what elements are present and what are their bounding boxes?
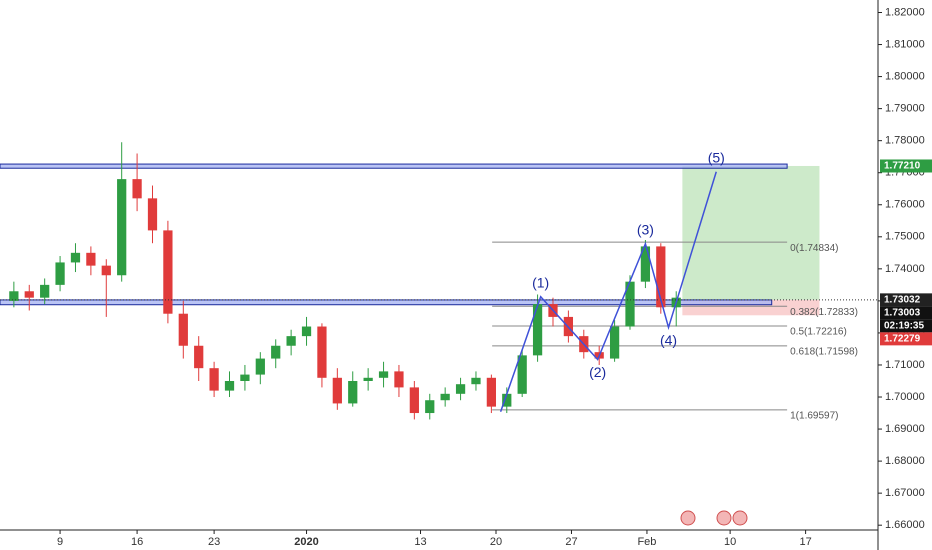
x-tick-label: 20 (490, 536, 502, 548)
candle-body (425, 400, 435, 414)
candle-body (455, 384, 466, 394)
candle-body (40, 284, 50, 298)
candle-body (440, 393, 450, 401)
candle-body (224, 380, 235, 391)
price-label: 1.77210 (884, 161, 921, 172)
candle-body (24, 291, 34, 298)
candle-body (255, 358, 265, 375)
candle-body (409, 387, 419, 414)
wave-label: (1) (532, 274, 549, 290)
candle-body (101, 265, 111, 276)
candle-body (286, 336, 296, 346)
candle-body (317, 326, 327, 378)
candle-body (194, 345, 204, 369)
fib-label: 0.382(1.72833) (790, 307, 858, 318)
y-tick-label: 1.68000 (885, 455, 925, 467)
price-label-bg (880, 159, 932, 173)
x-tick-label: 13 (414, 536, 426, 548)
candle-body (363, 377, 373, 381)
candle-body (394, 371, 404, 388)
y-tick-label: 1.81000 (885, 38, 925, 50)
target-zone (682, 165, 820, 300)
x-tick-label: 27 (565, 536, 577, 548)
price-label: 1.73032 (884, 295, 921, 306)
candle-body (301, 326, 312, 337)
candle-body (147, 198, 158, 231)
candle-body (209, 368, 219, 391)
y-tick-label: 1.76000 (885, 199, 925, 211)
candle-body (532, 304, 543, 356)
y-tick-label: 1.79000 (885, 103, 925, 115)
candle-body (332, 377, 342, 404)
candle-body (609, 326, 620, 359)
event-badge (680, 510, 696, 526)
wave-label: (5) (708, 149, 725, 165)
y-tick-label: 1.66000 (885, 519, 925, 531)
wave-label: (3) (637, 222, 654, 238)
candle-body (240, 374, 250, 381)
countdown: 02:19:35 (884, 321, 924, 332)
candle-body (471, 377, 481, 385)
y-tick-label: 1.80000 (885, 70, 925, 82)
wave-label: (2) (589, 364, 606, 380)
price-label: 1.72279 (884, 334, 921, 345)
y-tick-label: 1.78000 (885, 135, 925, 147)
support-zone (0, 163, 788, 169)
candle-body (70, 252, 81, 263)
event-badge (716, 510, 732, 526)
wave-line (499, 171, 717, 413)
candle-body (178, 313, 188, 346)
x-tick-label: 23 (208, 536, 220, 548)
y-tick-label: 1.75000 (885, 231, 925, 243)
fib-label: 0.618(1.71598) (790, 346, 858, 357)
x-tick-label: Feb (637, 536, 656, 548)
price-label-bg (880, 306, 932, 320)
candle-body (486, 377, 496, 407)
x-tick-label: 9 (57, 536, 63, 548)
countdown-bg (880, 319, 932, 333)
event-badge (732, 510, 748, 526)
candle-body (640, 246, 651, 282)
candle-body (132, 179, 142, 199)
y-tick-label: 1.82000 (885, 6, 925, 18)
candle-body (378, 371, 389, 378)
candle-body (55, 262, 65, 285)
candle-body (163, 230, 173, 314)
x-tick-label: 10 (724, 536, 736, 548)
candle-body (271, 345, 281, 359)
price-label-bg (880, 332, 932, 346)
candle-body (117, 179, 127, 276)
y-tick-label: 1.71000 (885, 359, 925, 371)
x-tick-label: 16 (131, 536, 143, 548)
support-zone (0, 299, 773, 306)
wave-label: (4) (660, 332, 677, 348)
candle-body (86, 252, 96, 266)
candle-body (517, 355, 527, 394)
candle-body (656, 246, 666, 308)
price-label-bg (880, 293, 932, 307)
fib-label: 1(1.69597) (790, 411, 838, 422)
candle-body (502, 393, 512, 407)
candle-body (625, 281, 635, 327)
candle-body (348, 380, 358, 404)
price-label: 1.73003 (884, 308, 921, 319)
y-tick-label: 1.69000 (885, 423, 925, 435)
fib-label: 0.5(1.72216) (790, 327, 847, 338)
y-tick-label: 1.74000 (885, 263, 925, 275)
y-tick-label: 1.70000 (885, 391, 925, 403)
candle-body (9, 291, 19, 301)
y-tick-label: 1.67000 (885, 487, 925, 499)
fib-label: 0(1.74834) (790, 243, 838, 254)
x-tick-label: 2020 (294, 536, 318, 548)
x-tick-label: 17 (799, 536, 811, 548)
